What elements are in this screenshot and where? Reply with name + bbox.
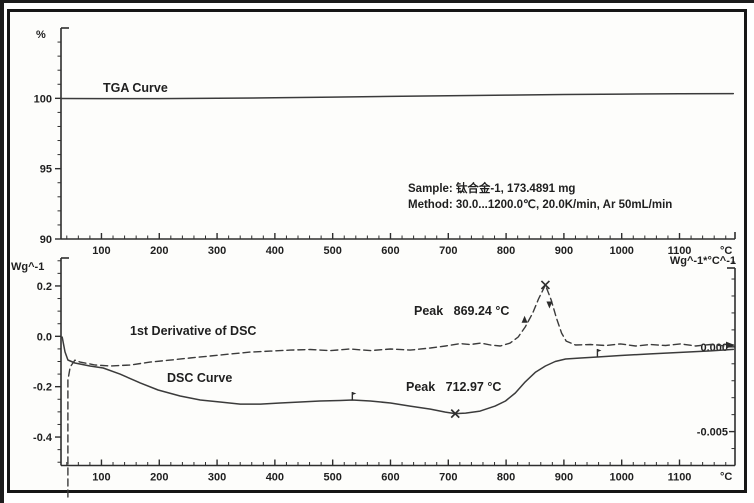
tga-y-tick-label: 95 bbox=[40, 164, 52, 176]
dsc-y-tick-label: 0.2 bbox=[37, 281, 52, 293]
dsc-y-tick-label: 0.0 bbox=[37, 331, 52, 343]
tga-y-tick-label: 100 bbox=[34, 93, 52, 105]
tga-curve-label: TGA Curve bbox=[103, 81, 168, 95]
dsc-x-tick-label: 400 bbox=[266, 472, 284, 484]
tga-x-axis-unit-label: °C bbox=[720, 245, 733, 257]
dsc-x-tick-label: 300 bbox=[208, 472, 226, 484]
figure-frame bbox=[7, 9, 747, 493]
sample-line: Sample: 钛合金-1, 173.4891 mg bbox=[408, 183, 576, 195]
tga-x-tick-label: 600 bbox=[381, 245, 399, 257]
dsc-x-tick-label: 200 bbox=[150, 472, 168, 484]
dsc-left-axis-unit-label: Wg^-1 bbox=[11, 261, 45, 273]
derivative-curve bbox=[67, 284, 734, 498]
tga-x-tick-label: 900 bbox=[555, 245, 573, 257]
dsc-curve bbox=[61, 336, 735, 415]
dsc-x-tick-label: 900 bbox=[555, 472, 573, 484]
dsc-right-tick-label: 0.000 bbox=[700, 342, 728, 354]
tga-x-tick-label: 1000 bbox=[609, 245, 633, 257]
tga-x-tick-label: 300 bbox=[208, 245, 226, 257]
tga-x-tick-label: 500 bbox=[324, 245, 342, 257]
image-edge-top bbox=[0, 0, 754, 3]
tga-x-tick-label: 400 bbox=[266, 245, 284, 257]
tga-y-axis-unit-label: % bbox=[36, 29, 46, 41]
dsc-x-axis-unit-label: °C bbox=[720, 471, 733, 483]
tga-x-tick-label: 700 bbox=[439, 245, 457, 257]
dsc-x-tick-label: 1000 bbox=[609, 472, 633, 484]
dsc-x-tick-label: 1100 bbox=[668, 472, 692, 484]
dsc-y-tick-label: -0.2 bbox=[33, 382, 52, 394]
peak-x-marker bbox=[540, 280, 551, 290]
curve-flag-marker bbox=[352, 392, 357, 396]
tga-curve bbox=[60, 92, 735, 100]
dsc-right-tick-label: -0.005 bbox=[697, 427, 728, 439]
dsc-x-tick-label: 700 bbox=[439, 472, 457, 484]
derivative-end-arrow bbox=[726, 341, 735, 349]
tga-x-tick-label: 200 bbox=[150, 245, 168, 257]
dsc-x-tick-label: 800 bbox=[497, 472, 515, 484]
dsc-x-tick-label: 100 bbox=[92, 472, 110, 484]
method-line: Method: 30.0...1200.0℃, 20.0K/min, Ar 50… bbox=[408, 199, 673, 211]
image-edge-left bbox=[0, 0, 4, 503]
derivative-slope-arrow bbox=[546, 301, 553, 309]
tga-y-tick-label: 90 bbox=[40, 234, 52, 246]
derivative-slope-arrow bbox=[521, 315, 528, 323]
dsc-right-axis-unit-label: Wg^-1*°C^-1 bbox=[669, 255, 736, 267]
tga-x-tick-label: 100 bbox=[92, 245, 110, 257]
tga-x-tick-label: 800 bbox=[497, 245, 515, 257]
dsc-x-tick-label: 500 bbox=[324, 472, 342, 484]
derivative-peak-annotation: Peak 869.24 °C bbox=[414, 304, 510, 318]
tga-x-tick-label: 1100 bbox=[668, 245, 692, 257]
dsc-x-tick-label: 600 bbox=[381, 472, 399, 484]
peak-x-marker bbox=[450, 409, 460, 419]
derivative-curve-label: 1st Derivative of DSC bbox=[130, 324, 257, 338]
dsc-peak-annotation: Peak 712.97 °C bbox=[406, 380, 502, 394]
curve-flag-marker bbox=[597, 348, 602, 352]
dsc-y-tick-label: -0.4 bbox=[33, 432, 53, 444]
dsc-curve-label: DSC Curve bbox=[167, 371, 233, 385]
